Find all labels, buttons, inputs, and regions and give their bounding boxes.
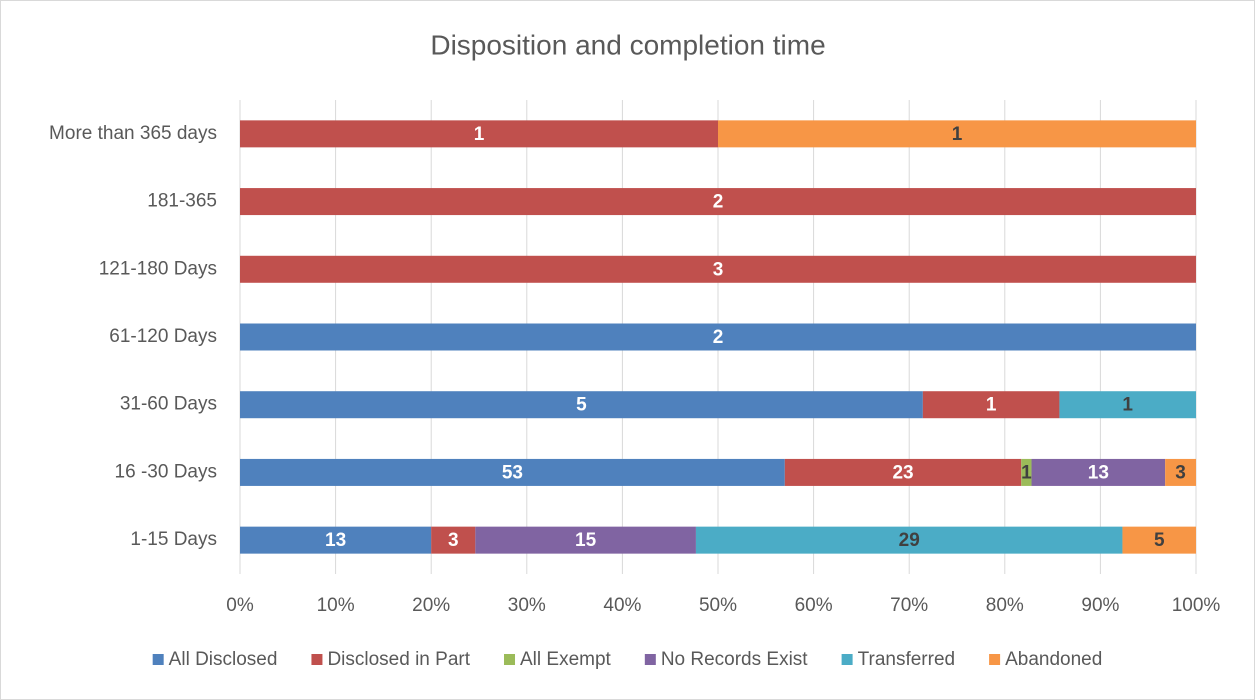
bar-segment	[695, 526, 1123, 554]
data-label: 2	[713, 192, 724, 213]
data-label: 29	[899, 530, 920, 551]
data-label: 5	[576, 395, 587, 416]
legend-swatch	[841, 654, 853, 665]
data-label: 3	[1175, 462, 1186, 483]
bar-segment	[1059, 391, 1196, 419]
x-tick-label: 100%	[1172, 595, 1221, 616]
data-label: 53	[502, 462, 523, 483]
legend-label: All Disclosed	[169, 649, 278, 670]
legend-swatch	[311, 654, 323, 665]
bar-segment	[240, 120, 718, 148]
bar-segment	[240, 323, 1196, 351]
data-label: 15	[575, 530, 597, 551]
bar-segment	[475, 526, 696, 554]
legend-swatch	[644, 654, 656, 665]
legend-label: All Exempt	[520, 649, 612, 670]
bar-segment	[718, 120, 1196, 148]
x-tick-label: 60%	[795, 595, 833, 616]
bar-segment	[1122, 526, 1196, 554]
x-tick-label: 70%	[890, 595, 928, 616]
legend-label: No Records Exist	[661, 649, 808, 670]
x-tick-label: 80%	[986, 595, 1024, 616]
x-tick-label: 20%	[412, 595, 450, 616]
bar-segment	[431, 526, 476, 554]
y-tick-label: 121-180 Days	[99, 258, 217, 279]
data-label: 23	[892, 462, 913, 483]
chart-title: Disposition and completion time	[430, 29, 825, 60]
bar-segment	[240, 188, 1196, 216]
legend-label: Abandoned	[1005, 649, 1102, 670]
bar-segment	[784, 458, 1022, 486]
y-tick-label: More than 365 days	[49, 123, 217, 144]
data-label: 1	[1122, 395, 1133, 416]
data-label: 2	[713, 327, 724, 348]
data-label: 13	[1088, 462, 1109, 483]
y-tick-label: 16 -30 Days	[115, 461, 217, 482]
bar-segment	[240, 255, 1196, 283]
data-label: 1	[1021, 462, 1032, 483]
bar-segment	[240, 458, 785, 486]
data-label: 13	[325, 530, 346, 551]
x-tick-label: 50%	[699, 595, 737, 616]
data-label: 1	[986, 395, 997, 416]
y-tick-label: 61-120 Days	[109, 326, 217, 347]
data-label: 3	[713, 259, 724, 280]
x-tick-label: 90%	[1081, 595, 1119, 616]
data-label: 5	[1154, 530, 1165, 551]
bar-segment	[1021, 458, 1032, 486]
data-label: 1	[952, 124, 963, 145]
x-tick-label: 0%	[226, 595, 254, 616]
bar-segment	[1031, 458, 1166, 486]
x-tick-label: 40%	[603, 595, 641, 616]
y-tick-label: 181-365	[147, 191, 217, 212]
bar-segment	[240, 391, 923, 419]
y-tick-label: 31-60 Days	[120, 394, 217, 415]
x-tick-label: 10%	[317, 595, 355, 616]
x-tick-label: 30%	[508, 595, 546, 616]
data-label: 3	[448, 530, 459, 551]
legend-label: Transferred	[858, 649, 956, 670]
legend-label: Disclosed in Part	[327, 649, 470, 670]
legend-swatch	[152, 654, 164, 665]
bar-segment	[1165, 458, 1196, 486]
y-tick-label: 1-15 Days	[130, 529, 217, 550]
bar-segment	[240, 526, 432, 554]
bar-segment	[922, 391, 1060, 419]
data-label: 1	[474, 124, 485, 145]
legend-swatch	[504, 654, 516, 665]
legend-swatch	[989, 654, 1001, 665]
